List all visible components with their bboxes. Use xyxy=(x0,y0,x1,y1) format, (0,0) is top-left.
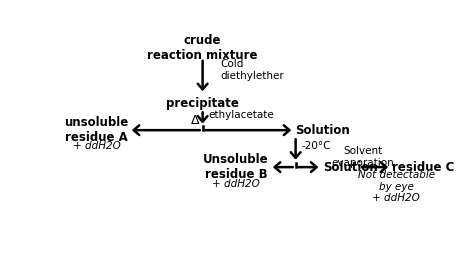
Text: Cold
diethylether: Cold diethylether xyxy=(220,59,284,81)
Text: precipitate: precipitate xyxy=(166,97,239,110)
Text: Not detectable
by eye: Not detectable by eye xyxy=(358,170,435,192)
Text: Solution: Solution xyxy=(296,124,350,137)
Text: unsoluble
residue A: unsoluble residue A xyxy=(64,116,128,144)
Text: Δ: Δ xyxy=(191,114,199,127)
Text: residue C: residue C xyxy=(392,161,455,174)
Text: -20°C: -20°C xyxy=(302,141,331,151)
Text: Solution: Solution xyxy=(323,161,377,174)
Text: crude
reaction mixture: crude reaction mixture xyxy=(147,34,258,62)
Text: + ddH2O: + ddH2O xyxy=(373,193,420,203)
Text: Unsoluble
residue B: Unsoluble residue B xyxy=(203,153,269,181)
Text: Solvent
evaporation: Solvent evaporation xyxy=(332,146,394,168)
Text: ethylacetate: ethylacetate xyxy=(208,110,274,120)
Text: + ddH2O: + ddH2O xyxy=(212,179,260,189)
Text: + ddH2O: + ddH2O xyxy=(73,141,120,151)
